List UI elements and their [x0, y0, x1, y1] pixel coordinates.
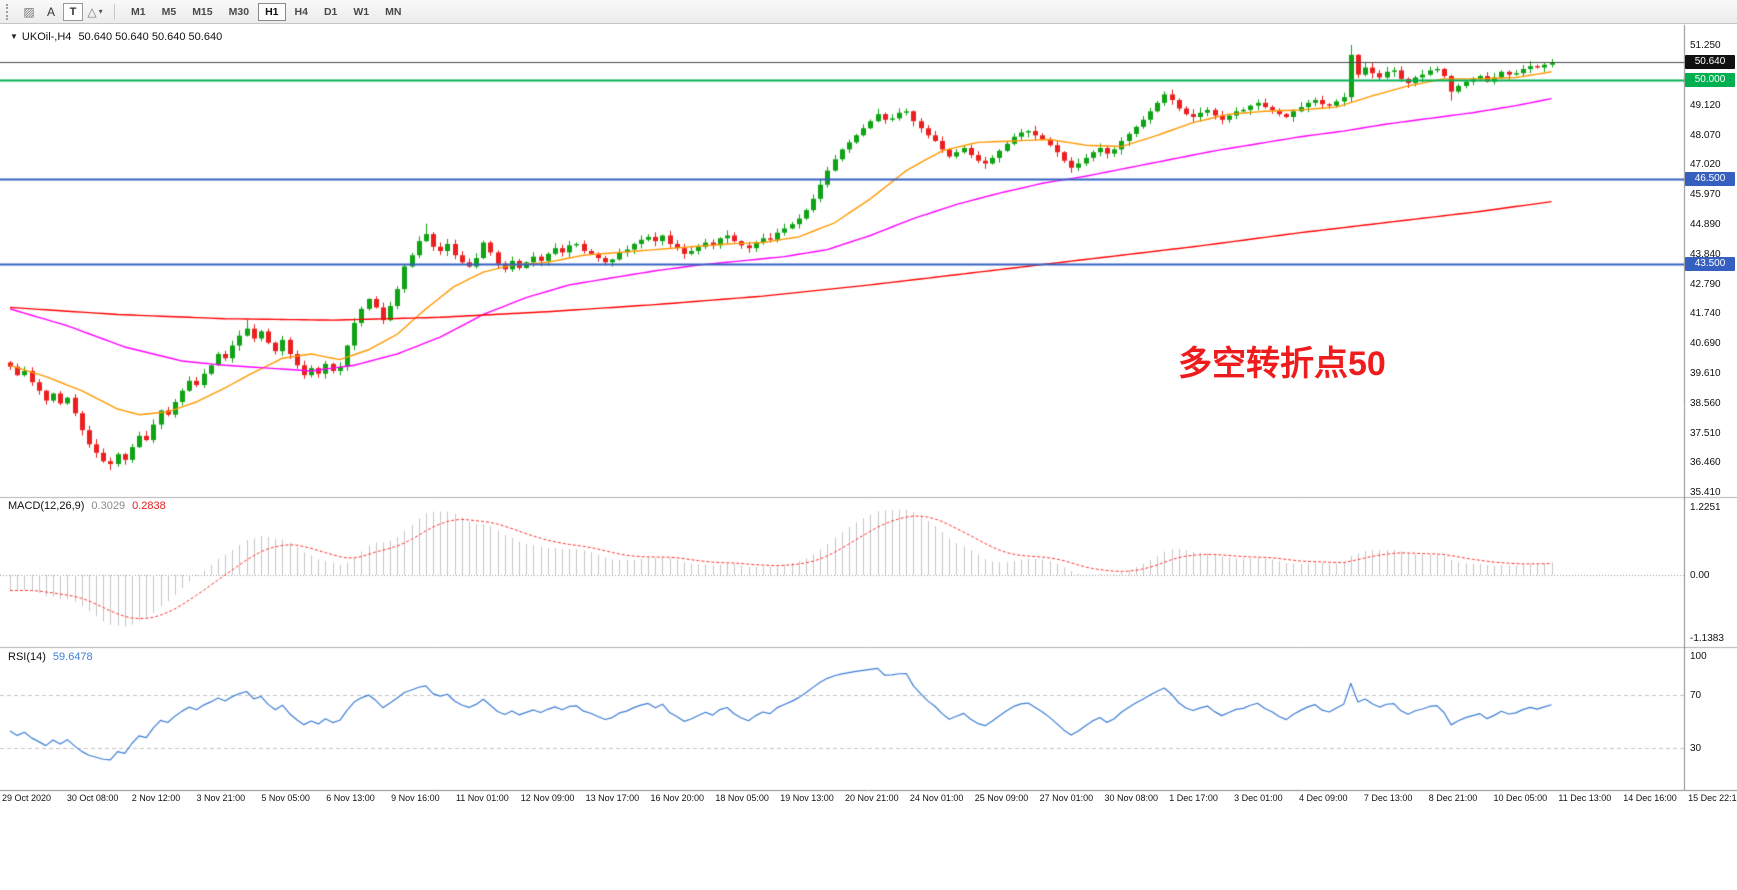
time-tick-label: 18 Nov 05:00: [715, 793, 769, 803]
price-tick-label: 38.560: [1690, 398, 1721, 410]
time-tick-label: 2 Nov 12:00: [131, 793, 181, 803]
time-tick-label: 6 Nov 13:00: [326, 793, 375, 803]
hatch-tool-icon: ▨: [23, 4, 35, 19]
text-tool-label: A: [46, 4, 55, 19]
ohlc-values: 50.640 50.640 50.640 50.640: [78, 31, 223, 43]
macd-indicator-label: MACD(12,26,9) 0.3029 0.2838: [8, 500, 166, 512]
text-tool-button[interactable]: A: [41, 2, 61, 22]
timeframe-button-w1[interactable]: W1: [353, 5, 370, 18]
price-tick-label: 48.070: [1690, 129, 1721, 141]
time-tick-label: 4 Dec 09:00: [1299, 793, 1348, 803]
timeframe-button-m5[interactable]: M5: [161, 5, 177, 18]
chevron-down-icon: ▾: [98, 7, 103, 16]
label-tool-label: T: [69, 5, 77, 18]
macd-name: MACD(12,26,9): [8, 500, 85, 512]
time-tick-label: 29 Oct 2020: [2, 793, 52, 803]
shapes-dropdown-button[interactable]: △ ▾: [85, 2, 105, 22]
macd-tick-label: 0.00: [1690, 570, 1710, 581]
shapes-icon: △: [87, 4, 97, 19]
time-tick-label: 20 Nov 21:00: [845, 793, 899, 803]
time-tick-label: 24 Nov 01:00: [909, 793, 964, 803]
symbol-title: UKOil-,H4: [21, 31, 72, 43]
time-tick-label: 19 Nov 13:00: [780, 793, 834, 803]
time-tick-label: 30 Oct 08:00: [66, 793, 119, 803]
price-tick-label: 45.970: [1690, 189, 1721, 200]
timeframe-button-h4[interactable]: H4: [294, 5, 308, 18]
time-tick-label: 14 Dec 16:00: [1623, 793, 1677, 803]
rsi-tick-label: 30: [1690, 743, 1702, 754]
price-tick-label: 35.410: [1690, 487, 1721, 498]
timeframe-button-h1[interactable]: H1: [258, 2, 286, 21]
time-tick-label: 15 Dec 22:15: [1688, 793, 1737, 803]
toolbar-grip[interactable]: [6, 3, 12, 20]
label-tool-button[interactable]: T: [63, 2, 83, 21]
price-line-badge-46.500: 46.500: [1685, 172, 1735, 187]
time-tick-label: 13 Nov 17:00: [585, 793, 640, 803]
macd-tick-label: 1.2251: [1690, 501, 1721, 513]
time-tick-label: 12 Nov 09:00: [520, 793, 575, 803]
price-tick-label: 47.020: [1690, 159, 1721, 171]
macd-main-value: 0.3029: [91, 500, 126, 512]
time-tick-label: 10 Dec 05:00: [1493, 793, 1548, 803]
macd-tick-label: -1.1383: [1690, 633, 1724, 645]
time-tick-label: 8 Dec 21:00: [1428, 793, 1478, 803]
timeframe-button-m15[interactable]: M15: [192, 5, 213, 18]
timeframe-buttons: M1 M5 M15 M30 H1 H4 D1 W1 MN: [123, 2, 409, 21]
price-tick-label: 49.120: [1690, 100, 1721, 112]
time-tick-label: 30 Nov 08:00: [1104, 793, 1158, 803]
time-tick-label: 27 Nov 01:00: [1039, 793, 1094, 803]
rsi-tick-label: 70: [1690, 690, 1702, 702]
price-tick-label: 42.790: [1690, 278, 1721, 290]
time-tick-label: 3 Dec 01:00: [1234, 793, 1283, 803]
time-tick-label: 25 Nov 09:00: [974, 793, 1029, 803]
price-tick-label: 39.610: [1690, 368, 1721, 380]
time-tick-label: 5 Nov 05:00: [261, 793, 310, 803]
price-tick-label: 44.890: [1690, 219, 1721, 231]
price-tick-label: 36.460: [1690, 457, 1721, 469]
price-line-badge-43.500: 43.500: [1685, 256, 1735, 271]
price-tick-label: 40.690: [1690, 338, 1721, 349]
time-tick-label: 11 Dec 13:00: [1558, 793, 1612, 803]
collapse-triangle-icon: ▼: [10, 32, 18, 41]
timeframe-button-m1[interactable]: M1: [131, 5, 146, 18]
macd-signal-value: 0.2838: [132, 500, 166, 512]
time-tick-label: 9 Nov 16:00: [391, 793, 440, 803]
rsi-value: 59.6478: [52, 651, 93, 663]
chart-title: ▼ UKOil-,H4 50.640 50.640 50.640 50.640: [10, 31, 222, 43]
time-tick-label: 3 Nov 21:00: [196, 793, 246, 803]
rsi-name: RSI(14): [8, 651, 46, 663]
timeframe-button-mn[interactable]: MN: [385, 5, 402, 18]
price-tick-label: 43.840: [1690, 249, 1721, 261]
rsi-tick-label: 100: [1690, 650, 1707, 662]
time-tick-label: 7 Dec 13:00: [1363, 793, 1413, 803]
toolbar: ▨ A T △ ▾ M1 M5 M15 M30 H1 H4 D1 W1 MN: [0, 0, 1737, 24]
timeframe-button-d1[interactable]: D1: [323, 5, 338, 18]
price-tick-label: 37.510: [1690, 427, 1721, 439]
time-tick-label: 1 Dec 17:00: [1169, 793, 1218, 803]
toolbar-separator: [114, 3, 115, 20]
time-tick-label: 16 Nov 20:00: [650, 793, 705, 803]
hatch-tool-button[interactable]: ▨: [19, 2, 39, 22]
price-line-badge-50.640: 50.640: [1685, 55, 1735, 70]
time-tick-label: 11 Nov 01:00: [455, 793, 509, 803]
price-tick-label: 41.740: [1690, 308, 1721, 320]
rsi-indicator-label: RSI(14) 59.6478: [8, 651, 93, 663]
price-tick-label: 51.250: [1690, 40, 1721, 51]
price-line-badge-50.000: 50.000: [1685, 73, 1735, 88]
timeframe-button-m30[interactable]: M30: [228, 5, 250, 18]
chart-annotation[interactable]: 多空转折点50: [1178, 345, 1386, 383]
